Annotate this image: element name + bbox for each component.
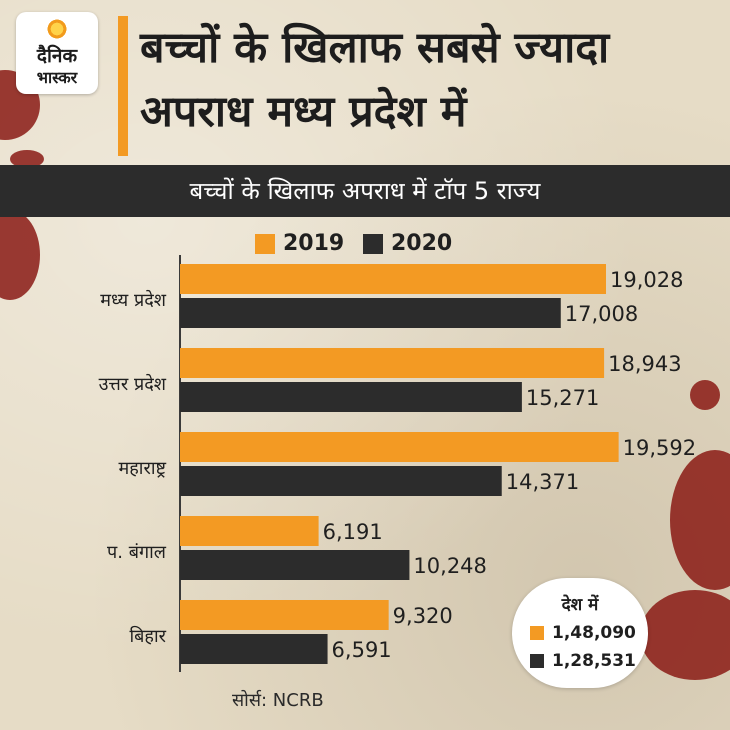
- category-label-3: प. बंगाल: [107, 542, 167, 563]
- sun-icon: [46, 18, 68, 40]
- source-note: सोर्स: NCRB: [232, 690, 324, 711]
- bar-2020-0: [180, 298, 561, 328]
- data-label-2020-2: 14,371: [506, 470, 579, 494]
- dainik-bhaskar-logo: दैनिक भास्कर: [16, 12, 98, 94]
- bar-2020-2: [180, 466, 502, 496]
- country-total-title: देश में: [561, 595, 599, 615]
- data-label-2019-0: 19,028: [610, 268, 683, 292]
- page-title: बच्चों के खिलाफ सबसे ज्यादा अपराध मध्य प…: [140, 23, 610, 137]
- category-label-2: महाराष्ट्र: [118, 458, 166, 479]
- country-swatch-2019: [530, 626, 544, 640]
- category-label-0: मध्य प्रदेश: [100, 289, 166, 311]
- bar-2019-1: [180, 348, 605, 378]
- category-label-4: बिहार: [129, 625, 166, 647]
- category-label-1: उत्तर प्रदेश: [99, 373, 167, 395]
- bar-2019-3: [180, 516, 319, 546]
- data-label-2019-2: 19,592: [623, 436, 696, 460]
- blood-splatter: [690, 380, 720, 410]
- data-label-2019-1: 18,943: [608, 352, 681, 376]
- bar-2019-4: [180, 600, 389, 630]
- data-label-2020-1: 15,271: [526, 386, 599, 410]
- title-accent-bar: [118, 16, 128, 156]
- data-label-2020-3: 10,248: [413, 554, 486, 578]
- legend-label-2019: 2019: [283, 231, 345, 256]
- blood-splatter: [640, 590, 730, 680]
- country-swatch-2020: [530, 654, 544, 668]
- country-total-2020: 1,28,531: [552, 651, 636, 671]
- data-label-2019-3: 6,191: [323, 520, 383, 544]
- bar-2020-1: [180, 382, 522, 412]
- bar-2020-4: [180, 634, 328, 664]
- data-label-2020-0: 17,008: [565, 302, 638, 326]
- country-total-2019: 1,48,090: [552, 623, 636, 643]
- logo-text-line1: दैनिक: [36, 45, 78, 67]
- data-label-2020-4: 6,591: [332, 638, 392, 662]
- legend-swatch-2020: [363, 234, 383, 254]
- blood-splatter: [10, 150, 44, 168]
- country-total-badge: देश में 1,48,090 1,28,531: [512, 578, 648, 688]
- legend-label-2020: 2020: [391, 231, 453, 256]
- bar-2019-2: [180, 432, 619, 462]
- data-label-2019-4: 9,320: [393, 604, 453, 628]
- legend-swatch-2019: [255, 234, 275, 254]
- subtitle-band: [0, 165, 730, 217]
- bar-2020-3: [180, 550, 410, 580]
- chart-title: बच्चों के खिलाफ अपराध में टॉप 5 राज्य: [189, 177, 541, 205]
- bar-2019-0: [180, 264, 606, 294]
- logo-text-line2: भास्कर: [36, 68, 78, 87]
